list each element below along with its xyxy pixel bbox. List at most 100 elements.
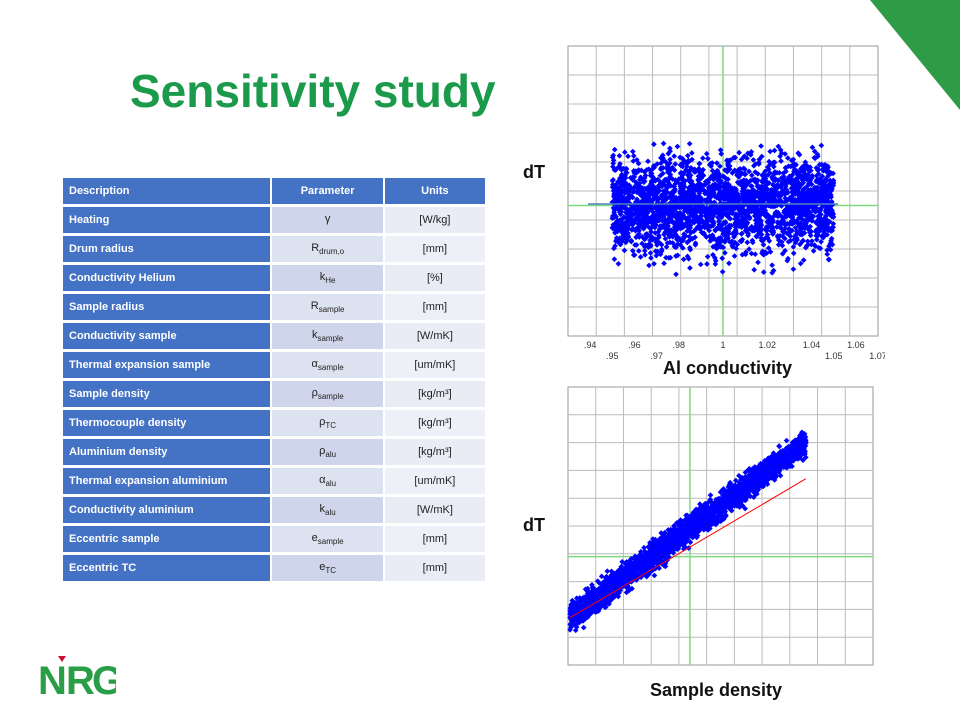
scatter-point: [815, 221, 822, 228]
scatter-point: [746, 246, 752, 252]
scatter-point: [677, 161, 684, 168]
scatter-point: [742, 227, 749, 234]
scatter-point: [826, 219, 832, 225]
scatter-point: [678, 224, 684, 231]
scatter-point: [653, 252, 660, 259]
scatter-point: [813, 227, 820, 233]
scatter-point: [743, 249, 749, 255]
scatter-point: [684, 239, 691, 246]
table-row: Aluminium density ρalu [kg/m³]: [63, 439, 487, 468]
row-parameter: Rsample: [272, 294, 385, 323]
scatter-point: [666, 168, 672, 175]
scatter-point: [770, 231, 776, 237]
scatter-point: [666, 226, 672, 233]
scatter-point: [612, 195, 618, 202]
scatter-point: [726, 260, 732, 267]
scatter-point: [760, 269, 767, 275]
scatter-point: [666, 164, 672, 171]
scatter-point: [814, 167, 821, 174]
scatter-point: [768, 189, 775, 196]
scatter-point: [796, 206, 803, 212]
al-conductivity-scatter-chart: .94.96.98 1 1.02 1.04 1.06.95.97 1.05 1.07: [567, 45, 885, 361]
scatter-point: [824, 247, 830, 254]
scatter-point: [649, 541, 655, 548]
scatter-point: [628, 237, 635, 244]
scatter-point: [809, 172, 816, 179]
scatter-point: [704, 253, 711, 260]
scatter-point: [797, 260, 804, 267]
scatter-point: [819, 186, 826, 193]
scatter-points: [609, 140, 837, 278]
scatter-point: [797, 191, 804, 198]
scatter-point: [678, 171, 685, 177]
scatter-point: [759, 178, 765, 185]
row-unit: [mm]: [384, 526, 487, 555]
scatter-point: [717, 196, 723, 203]
tick-label: 1.07: [869, 351, 885, 361]
scatter-point: [626, 587, 632, 594]
table-row: Conductivity aluminium kalu [W/mK]: [63, 497, 487, 526]
scatter-point: [812, 155, 818, 162]
scatter-point: [785, 255, 791, 262]
scatter-point: [704, 225, 711, 232]
row-unit: [kg/m³]: [384, 410, 487, 439]
scatter-point: [775, 241, 782, 248]
table-row: Eccentric sample esample [mm]: [63, 526, 487, 555]
scatter-point: [818, 142, 825, 149]
tick-label: .97: [650, 351, 663, 361]
scatter-point: [671, 167, 678, 173]
scatter-point: [739, 236, 746, 243]
scatter-point: [777, 147, 784, 153]
scatter-point: [641, 247, 648, 254]
scatter-point: [611, 256, 618, 262]
scatter-point: [736, 174, 742, 180]
scatter-point: [635, 231, 641, 238]
scatter-point: [789, 463, 795, 470]
scatter-point: [767, 148, 774, 155]
scatter-point: [670, 227, 677, 234]
tick-label: .98: [672, 340, 685, 350]
scatter-point: [826, 256, 832, 263]
tick-label: 1.04: [803, 340, 821, 350]
scatter-point: [792, 206, 799, 212]
scatter-point: [800, 257, 807, 263]
row-unit: [kg/m³]: [384, 439, 487, 468]
scatter-point: [818, 161, 825, 168]
scatter-point: [687, 218, 694, 225]
scatter-point: [615, 260, 622, 267]
scatter-point: [728, 222, 734, 229]
scatter-point: [790, 243, 797, 250]
scatter-point: [813, 236, 820, 243]
scatter-point: [707, 492, 714, 498]
scatter-point: [680, 256, 687, 263]
scatter-point: [654, 248, 661, 255]
scatter-point: [758, 153, 765, 160]
row-unit: [um/mK]: [384, 352, 487, 381]
table-row: Thermal expansion sample αsample [um/mK]: [63, 352, 487, 381]
scatter-point: [683, 161, 690, 167]
scatter-point: [705, 155, 711, 162]
scatter-point: [812, 189, 818, 195]
scatter-point: [827, 212, 834, 219]
scatter-point: [687, 167, 693, 174]
scatter-point: [606, 596, 613, 603]
scatter-point: [733, 213, 739, 220]
scatter-point: [681, 208, 688, 214]
scatter-point: [816, 212, 822, 219]
scatter-point: [818, 194, 825, 201]
scatter-point: [733, 186, 739, 193]
scatter-point: [738, 221, 744, 227]
scatter-point: [687, 246, 694, 253]
tick-label: 1.02: [759, 340, 777, 350]
scatter-point: [802, 454, 809, 461]
scatter-point: [793, 235, 800, 241]
scatter-point: [795, 150, 802, 156]
row-parameter: Rdrum,o: [272, 236, 385, 265]
scatter-point: [704, 261, 710, 267]
scatter-point: [792, 240, 799, 246]
row-parameter: αalu: [272, 468, 385, 497]
scatter-point: [656, 565, 662, 572]
scatter-point: [751, 209, 758, 216]
scatter-point: [808, 181, 815, 188]
scatter-point: [829, 186, 835, 192]
